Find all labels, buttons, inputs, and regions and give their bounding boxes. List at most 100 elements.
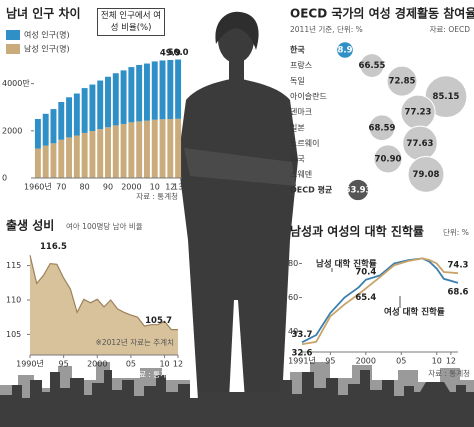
y-tick-label: 40	[288, 327, 298, 336]
bar-segment	[128, 122, 135, 178]
x-tick-label: 10	[150, 183, 160, 192]
country-label: 미국	[290, 154, 305, 163]
bar-segment	[175, 118, 182, 178]
bar-segment	[105, 127, 111, 178]
bar-segment	[175, 59, 182, 119]
y-tick-label: 60	[288, 293, 298, 302]
bar-segment	[73, 135, 80, 178]
bubble-label: 85.15	[433, 92, 460, 102]
value-label: 65.4	[355, 293, 376, 303]
bar-segment	[143, 120, 150, 178]
bar-segment	[151, 119, 158, 178]
x-tick-label: 70	[56, 183, 66, 192]
value-label: 68.6	[448, 287, 469, 297]
bubble	[359, 53, 385, 78]
country-label: 덴마크	[290, 108, 312, 117]
country-label: 노르웨이	[290, 138, 319, 148]
bar-segment	[73, 93, 80, 136]
bubble-label: 58.96	[332, 46, 359, 56]
ratio-label: 50.0	[168, 48, 189, 58]
legend-swatch	[6, 44, 20, 54]
bar-segment	[50, 143, 57, 178]
x-tick-label: 12	[165, 183, 175, 192]
bubble-label: 68.59	[369, 123, 396, 133]
bar-segment	[42, 113, 49, 146]
bar-segment	[66, 97, 73, 138]
x-tick-label: 12	[446, 357, 456, 366]
bar-segment	[136, 121, 143, 178]
bar-segment	[128, 67, 135, 123]
series-line	[301, 257, 459, 344]
bar-segment	[89, 84, 96, 132]
bubble	[373, 144, 403, 174]
ratio-annotation: 전체 인구에서 여성 비율(%)	[97, 8, 165, 36]
bar-segment	[42, 145, 49, 178]
source: 자료 : 통계청	[132, 369, 174, 379]
bar-segment	[143, 63, 150, 121]
bar-segment	[120, 123, 127, 178]
chart-subtitle: 2011년 기준, 단위: %	[290, 24, 363, 34]
source: 자료 : 통계청	[428, 368, 470, 378]
x-tick-label: 1990년	[16, 359, 44, 369]
leg-gap	[229, 300, 245, 400]
bar-segment	[112, 73, 119, 126]
series-line	[301, 257, 459, 346]
chart-subtitle: 여아 100명당 남아 비율	[66, 221, 143, 231]
bar-segment	[159, 119, 166, 178]
value-label: 105.7	[145, 316, 172, 326]
bar-segment	[151, 61, 158, 120]
chart-title: 남녀 인구 차이	[6, 6, 81, 21]
x-tick-label: 10	[432, 357, 442, 366]
chart-title: 남성과 여성의 대학 진학률	[290, 224, 424, 239]
bubble-label: 72.85	[389, 77, 416, 87]
y-tick-label: 80	[288, 259, 298, 268]
bubble-label: 63.93	[345, 186, 372, 196]
bar-segment	[159, 60, 166, 120]
bar-segment	[81, 88, 88, 133]
x-tick-label: 95	[325, 357, 335, 366]
bar-segment	[167, 60, 174, 119]
area	[30, 255, 178, 355]
value-label: 70.4	[355, 267, 376, 277]
chart-subtitle: 단위: %	[443, 227, 469, 237]
bar-segment	[34, 119, 41, 149]
bar-segment	[112, 125, 119, 178]
y-tick-label: 4000만	[2, 79, 30, 88]
y-tick-label: 105	[6, 330, 21, 339]
country-label: 아이슬란드	[290, 91, 327, 101]
hair	[215, 11, 259, 50]
x-tick-label: 05	[396, 357, 406, 366]
x-tick-label: 1960년	[24, 182, 52, 192]
bubble	[346, 178, 370, 202]
area-line	[29, 255, 178, 331]
legend-swatch	[6, 30, 20, 40]
x-tick-label: 95	[59, 360, 69, 369]
neck	[229, 56, 244, 84]
bubble	[336, 41, 354, 59]
x-tick-label: 90	[103, 183, 113, 192]
x-tick-label: 13	[173, 183, 183, 192]
y-tick-label: 110	[6, 296, 21, 305]
bar-segment	[34, 148, 41, 178]
bar-segment	[58, 102, 65, 140]
bar-segment	[136, 64, 143, 122]
ratio-label: 49.9	[160, 49, 181, 59]
bar-segment	[66, 137, 73, 178]
source: 자료 : 통계청	[136, 191, 178, 201]
bar-segment	[105, 76, 111, 128]
value-label: 116.5	[40, 242, 67, 252]
bar-segment	[120, 70, 127, 124]
skyline	[0, 370, 474, 427]
bubble	[386, 65, 418, 97]
x-tick-label: 2000	[356, 357, 376, 366]
value-label: 74.3	[448, 261, 469, 271]
bar-segment	[89, 131, 96, 178]
bubble-label: 66.55	[359, 61, 386, 71]
source: 자료: OECD	[430, 25, 471, 34]
country-label: 스웨덴	[290, 169, 312, 179]
bubble	[407, 155, 445, 193]
legend-label: 남성 인구(명)	[24, 44, 70, 54]
crossed-arms	[184, 148, 296, 186]
